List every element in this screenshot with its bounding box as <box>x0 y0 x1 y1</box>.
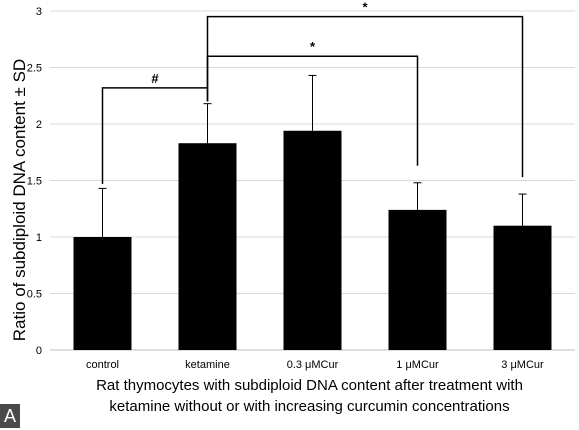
y-tick-label: 1.5 <box>27 176 42 188</box>
x-tick-label: 0.3 μMCur <box>287 359 339 371</box>
x-axis-label-line-1: Rat thymocytes with subdiploid DNA conte… <box>96 377 523 394</box>
x-tick-label: ketamine <box>185 359 230 371</box>
significance-bracket <box>206 15 524 178</box>
bar <box>493 225 552 350</box>
bar <box>388 209 447 350</box>
y-axis-label: Ratio of subdiploid DNA content ± SD <box>10 58 30 342</box>
y-tick-label: 3 <box>36 6 42 18</box>
panel-label: A <box>0 404 20 428</box>
x-axis-label: Rat thymocytes with subdiploid DNA conte… <box>40 375 579 417</box>
x-tick-label: 3 μMCur <box>501 359 544 371</box>
y-tick-label: 2 <box>36 119 42 131</box>
y-tick-label: 0.5 <box>27 289 42 301</box>
x-axis-label-line-2: ketamine without or with increasing curc… <box>109 398 510 415</box>
significance-label: * <box>310 39 316 54</box>
bar <box>178 143 237 350</box>
y-tick-label: 0 <box>36 345 42 357</box>
bar <box>283 130 342 350</box>
y-tick-label: 2.5 <box>27 63 42 75</box>
x-tick-label: control <box>86 359 119 371</box>
bar <box>73 237 132 350</box>
significance-label: * <box>362 0 368 15</box>
x-tick-label: 1 μMCur <box>396 359 439 371</box>
y-tick-label: 1 <box>36 232 42 244</box>
significance-label: # <box>151 71 159 86</box>
